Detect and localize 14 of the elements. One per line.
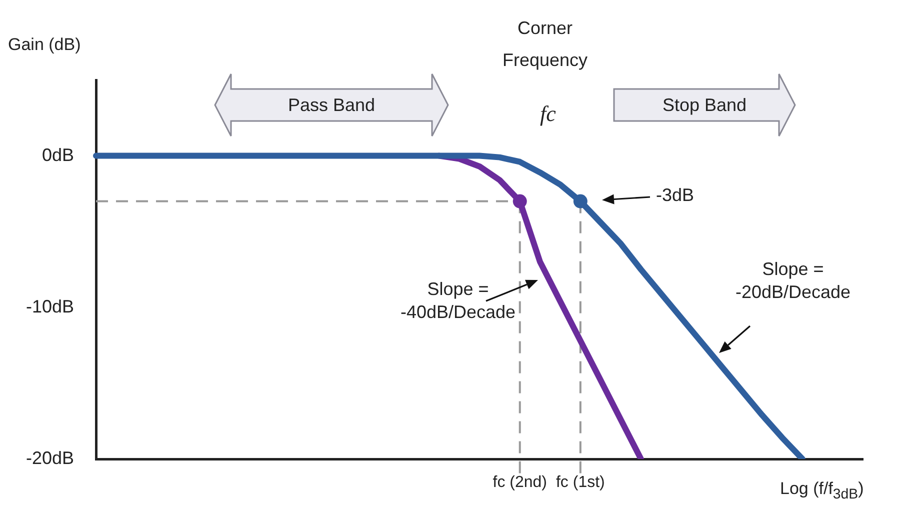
y-tick-label: -20dB <box>26 448 74 468</box>
text: Corner Frequency <box>501 17 589 72</box>
x-axis-title: Log (f/f$_{3dB}$) <box>780 478 865 504</box>
annotation: fc <box>539 100 557 128</box>
annotation: -3dB <box>656 184 694 207</box>
annotation: Slope = -40dB/Decade <box>399 278 517 324</box>
annotation: Slope = -20dB/Decade <box>734 258 852 304</box>
y-tick-label: 0dB <box>42 144 74 165</box>
y-tick-label: -10dB <box>26 296 74 316</box>
x-tick-label: fc (2nd) <box>492 474 547 492</box>
annotation: Stop Band <box>661 94 748 117</box>
y-axis-title: Gain (dB) <box>8 34 81 56</box>
annotation: Pass Band <box>286 94 376 117</box>
x-tick-label: fc (1st) <box>556 474 605 492</box>
